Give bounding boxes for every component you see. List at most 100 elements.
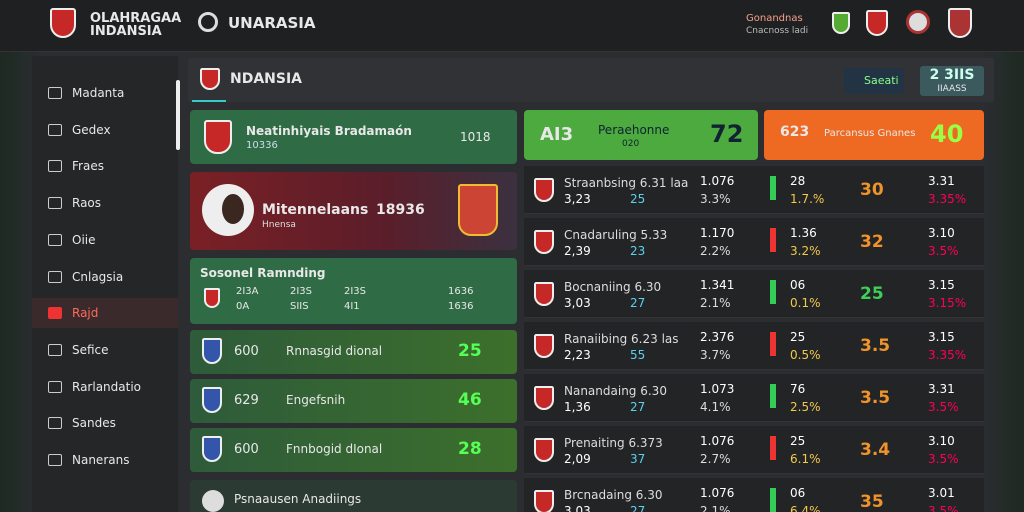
summary-green[interactable]: AI3 Peraehonne 020 72 xyxy=(524,110,758,160)
arrow xyxy=(770,384,776,408)
score: 3.5 xyxy=(860,336,891,356)
cell-sub: 3,03 xyxy=(564,504,591,512)
standing-cell: 2I3S xyxy=(290,286,313,297)
summary-orange[interactable]: 623 Parcansus Gnanes 40 xyxy=(764,110,984,160)
avatar xyxy=(202,490,224,512)
score: 35 xyxy=(860,492,884,512)
brand-line-1: OLAHRAGAA xyxy=(90,11,182,26)
table-row[interactable]: Nanandaing 6.30 1,36 27 1.073 4.1% 76 2.5% 3.31… xyxy=(524,374,984,422)
arrow xyxy=(770,436,776,460)
nav-item[interactable]: Rarlandatio xyxy=(32,372,178,402)
button[interactable]: Saeati xyxy=(844,68,904,94)
cell-c1: 1.076 xyxy=(700,174,735,188)
cell-n1: 23 xyxy=(630,244,646,258)
nav-item[interactable]: Rajd xyxy=(32,298,178,329)
standing-card[interactable]: Sosonel Ramnding 2I3A 0A 2I3S SIIS 2I3S 4I1 16… xyxy=(190,258,517,324)
icon[interactable] xyxy=(948,8,972,38)
match-card[interactable]: Neatinhiyais Bradamaón 10336 1018 xyxy=(190,110,517,164)
crest xyxy=(534,490,554,512)
icon[interactable] xyxy=(832,12,850,34)
player-card[interactable]: Mitennelaans Hnensa 18936 xyxy=(190,172,517,250)
cell-p2: 3.35% xyxy=(928,348,967,362)
nav-label: Oiie xyxy=(72,232,96,247)
cell-title: Nanandaing 6.30 xyxy=(564,384,667,398)
team-code: 629 xyxy=(234,393,259,408)
score: 32 xyxy=(860,232,884,252)
nav-icon xyxy=(48,160,62,173)
cell-sub: 3,23 xyxy=(564,192,591,206)
nav-item[interactable]: Madanta xyxy=(32,78,178,108)
table-row[interactable]: Bocnaniing 6.30 3,03 27 1.341 2.1% 06 0.1% 3.15… xyxy=(524,270,984,318)
score: 3.4 xyxy=(860,440,891,460)
cell-sub: 2,09 xyxy=(564,452,591,466)
crest xyxy=(204,288,220,308)
crest xyxy=(534,282,554,306)
nav-item[interactable]: Fraes xyxy=(32,151,178,181)
match-value: 1018 xyxy=(460,130,491,144)
arrow xyxy=(770,228,776,252)
nav-label: Sandes xyxy=(72,416,116,431)
cell-c3: 76 xyxy=(790,382,806,396)
nav-icon xyxy=(48,270,62,283)
team-code: 600 xyxy=(234,344,259,359)
crest xyxy=(202,338,222,364)
nav-icon xyxy=(48,233,62,246)
section-icon xyxy=(198,12,218,32)
icon[interactable] xyxy=(866,10,888,36)
cell-c3: 25 xyxy=(790,330,806,344)
standing-cell: 1636 xyxy=(448,286,474,297)
cell-p2: 3.15% xyxy=(928,296,967,310)
header-note-1: Gonandnas xyxy=(746,13,803,24)
avatar xyxy=(222,194,244,224)
nav-item[interactable]: Cnlagsia xyxy=(32,262,178,292)
cell-p1: 3.15 xyxy=(928,278,955,292)
cell-c4: 2.5% xyxy=(790,400,821,414)
team-row[interactable]: 600 Fnnbogid dIonal 28 xyxy=(190,428,517,472)
standing-cell: 2I3A xyxy=(236,286,259,297)
cell-c1: 1.341 xyxy=(700,278,735,292)
table-row[interactable]: Brcnadaing 6.30 3,03 27 1.076 2.1% 06 6.4% 3.01… xyxy=(524,478,984,512)
nav-item[interactable]: Gedex xyxy=(32,115,178,145)
standing-cell: 4I1 xyxy=(344,301,360,312)
cell-sub: 3,03 xyxy=(564,296,591,310)
nav-label: Cnlagsia xyxy=(72,269,124,284)
icon[interactable] xyxy=(906,10,930,34)
standing-title: Sosonel Ramnding xyxy=(200,266,326,280)
nav-item[interactable]: Sandes xyxy=(32,408,178,438)
table-row[interactable]: Ranaiibing 6.23 las 2,23 55 2.376 3.7% 25 0.5%… xyxy=(524,322,984,370)
arrow xyxy=(770,176,776,200)
badge[interactable]: 2 3IIS IIAASS xyxy=(920,66,984,96)
nav-item[interactable]: Sefice xyxy=(32,335,178,365)
nav-icon xyxy=(48,417,62,430)
bottom-card[interactable]: Psnaausen Anadiings xyxy=(190,480,517,512)
team-row[interactable]: 600 Rnnasgid dional 25 xyxy=(190,330,517,374)
summary-code: AI3 xyxy=(540,124,574,145)
crest xyxy=(534,438,554,462)
team-row[interactable]: 629 Engefsnih 46 xyxy=(190,379,517,423)
cell-p1: 3.10 xyxy=(928,434,955,448)
nav-item[interactable]: Raos xyxy=(32,188,178,218)
nav-item[interactable]: Oiie xyxy=(32,225,178,255)
team-name: Rnnasgid dional xyxy=(286,344,383,358)
player-sub: Hnensa xyxy=(262,220,296,230)
header-note-2: Cnacnoss ladi xyxy=(746,26,809,36)
cell-sub: 1,36 xyxy=(564,400,591,414)
match-title: Neatinhiyais Bradamaón xyxy=(246,124,412,138)
nav-item[interactable]: Nanerans xyxy=(32,445,178,475)
table-row[interactable]: Straanbsing 6.31 laa 3,23 25 1.076 3.3% 28 1.7… xyxy=(524,166,984,214)
cell-p2: 3.5% xyxy=(928,244,959,258)
summary-code: 623 xyxy=(780,124,810,140)
cell-title: Ranaiibing 6.23 las xyxy=(564,332,679,346)
badge-label: IIAASS xyxy=(937,84,967,94)
cell-title: Cnadaruling 5.33 xyxy=(564,228,668,242)
section-title[interactable]: UNARASIA xyxy=(228,14,316,32)
cell-sub: 2,23 xyxy=(564,348,591,362)
cell-n1: 25 xyxy=(630,192,646,206)
summary-title: Parcansus Gnanes xyxy=(824,128,916,139)
cell-p1: 3.31 xyxy=(928,382,955,396)
table-row[interactable]: Cnadaruling 5.33 2,39 23 1.170 2.2% 1.36 3.2% 3… xyxy=(524,218,984,266)
table-row[interactable]: Prenaiting 6.373 2,09 37 1.076 2.7% 25 6.1% 3.1… xyxy=(524,426,984,474)
cell-n1: 27 xyxy=(630,504,646,512)
badge-value: 2 3IIS xyxy=(929,67,975,83)
